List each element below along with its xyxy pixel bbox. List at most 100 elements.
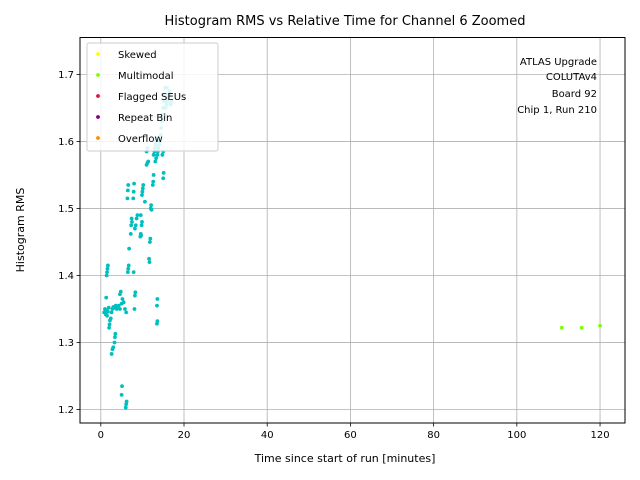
- data-point: [131, 189, 136, 194]
- y-tick-label: 1.4: [58, 271, 74, 282]
- data-point: [131, 270, 136, 275]
- annotation-line: Board 92: [552, 89, 597, 100]
- x-tick-label: 40: [261, 430, 274, 441]
- data-point: [140, 219, 144, 224]
- data-point: [151, 173, 156, 177]
- data-point: [160, 152, 165, 157]
- y-tick-label: 1.6: [58, 137, 74, 148]
- data-point: [131, 196, 136, 201]
- data-point: [133, 226, 137, 231]
- y-axis-label: Histogram RMS: [14, 188, 27, 273]
- data-point: [126, 263, 131, 268]
- x-tick-label: 20: [178, 430, 191, 441]
- data-point: [126, 266, 131, 271]
- data-point: [161, 176, 166, 181]
- data-point: [105, 266, 110, 271]
- data-point: [125, 188, 130, 193]
- data-point: [105, 270, 109, 275]
- data-point: [113, 331, 118, 336]
- annotation-line: Chip 1, Run 210: [517, 105, 597, 116]
- data-point: [111, 345, 116, 350]
- data-point: [155, 297, 160, 301]
- legend-marker: [96, 94, 100, 98]
- data-point: [105, 313, 109, 318]
- data-point: [135, 213, 140, 218]
- data-point: [118, 307, 122, 311]
- legend: Skewed Multimodal Flagged SEUs Repeat Bin Ov…: [86, 42, 219, 152]
- data-point: [140, 186, 145, 191]
- data-point: [140, 189, 145, 194]
- legend-marker: [96, 73, 100, 77]
- data-point: [116, 303, 121, 308]
- data-point: [143, 199, 147, 204]
- data-point: [133, 293, 137, 298]
- legend-entry: Multimodal: [118, 71, 174, 82]
- y-tick-label: 1.7: [58, 70, 74, 81]
- data-point: [155, 319, 160, 323]
- legend-entry: Overflow: [118, 134, 163, 145]
- data-point: [104, 295, 109, 300]
- data-point: [106, 305, 111, 310]
- data-point: [155, 152, 160, 157]
- data-point: [148, 236, 153, 241]
- data-point: [121, 300, 126, 305]
- x-tick-label: 100: [507, 430, 526, 441]
- x-tick-label: 80: [427, 430, 440, 441]
- data-point: [147, 256, 151, 261]
- data-point: [151, 179, 156, 184]
- annotation-line: ATLAS Upgrade: [520, 57, 597, 68]
- data-point: [559, 325, 564, 330]
- data-point: [598, 323, 602, 328]
- data-point: [107, 325, 112, 330]
- data-point: [149, 207, 154, 212]
- data-point: [132, 181, 136, 186]
- data-point: [149, 203, 154, 208]
- chart-title: Histogram RMS vs Relative Time for Chann…: [165, 14, 526, 29]
- data-point: [134, 216, 139, 221]
- data-point: [133, 290, 138, 295]
- y-tick-label: 1.3: [58, 338, 74, 349]
- data-point: [150, 183, 155, 187]
- data-point: [128, 232, 133, 236]
- data-point: [123, 405, 128, 410]
- data-point: [132, 307, 137, 311]
- x-tick-label: 60: [344, 430, 357, 441]
- legend-box: [86, 42, 219, 152]
- data-point: [147, 240, 152, 244]
- data-point: [108, 316, 113, 321]
- data-point: [139, 233, 144, 238]
- data-point: [107, 322, 112, 327]
- data-point: [155, 303, 159, 308]
- data-point: [124, 310, 129, 315]
- data-point: [139, 223, 144, 228]
- legend-marker: [96, 52, 100, 56]
- data-point: [125, 196, 130, 201]
- data-point: [127, 246, 131, 251]
- data-point: [109, 352, 114, 356]
- legend-entry: Skewed: [118, 50, 157, 61]
- data-point: [133, 223, 138, 228]
- data-point: [129, 223, 134, 228]
- data-point: [104, 273, 109, 278]
- data-point: [109, 310, 114, 315]
- data-point: [124, 399, 129, 404]
- data-point: [151, 152, 156, 157]
- x-tick-label: 120: [590, 430, 609, 441]
- data-point: [125, 270, 130, 275]
- data-point: [153, 159, 158, 164]
- x-axis-label: Time since start of run [minutes]: [254, 452, 436, 465]
- legend-entry: Repeat Bin: [118, 113, 172, 124]
- y-tick-label: 1.2: [58, 405, 74, 416]
- legend-marker: [96, 136, 100, 140]
- data-point: [141, 183, 146, 187]
- data-point: [112, 340, 117, 345]
- data-point: [146, 159, 151, 164]
- data-point: [105, 309, 110, 314]
- data-point: [119, 392, 124, 397]
- data-point: [140, 193, 144, 197]
- data-point: [113, 335, 117, 340]
- data-point: [120, 384, 124, 389]
- data-point: [161, 171, 166, 175]
- data-point: [118, 289, 123, 294]
